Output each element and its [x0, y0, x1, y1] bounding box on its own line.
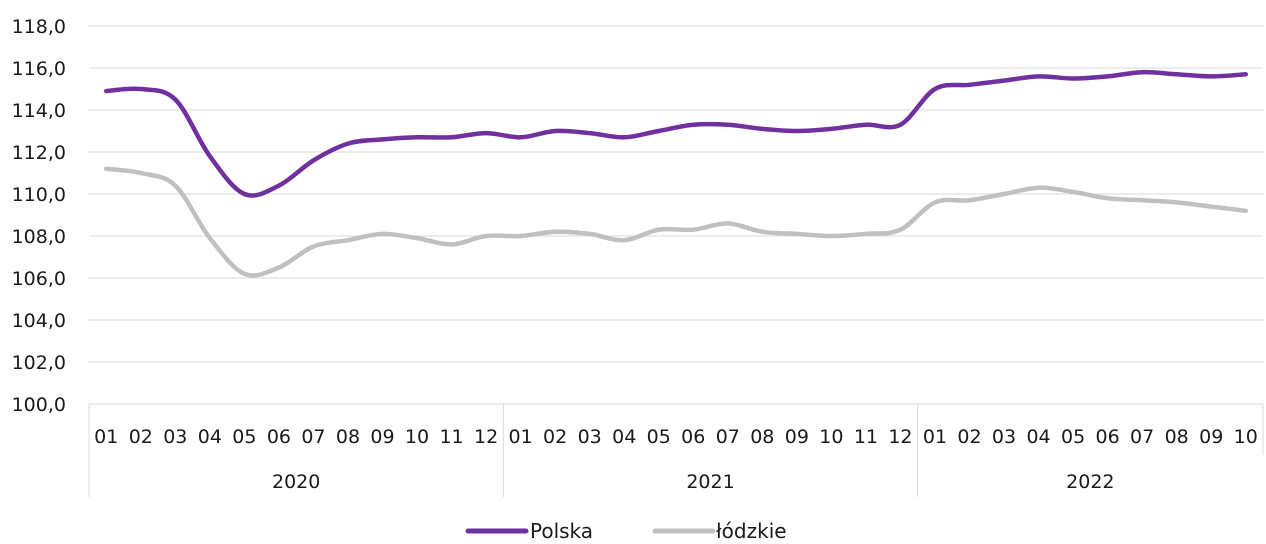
series-lines	[104, 69, 1248, 278]
x-tick-label: 04	[198, 426, 222, 448]
x-tick-label: 01	[923, 426, 947, 448]
x-tick-label: 03	[578, 426, 602, 448]
x-tick-label: 08	[1165, 426, 1189, 448]
y-tick-label: 104,0	[12, 310, 66, 332]
y-tick-label: 102,0	[12, 352, 66, 374]
series-line-dzkie	[104, 166, 1248, 278]
x-tick-label: 11	[854, 426, 878, 448]
x-tick-label: 07	[716, 426, 740, 448]
x-tick-label: 07	[301, 426, 325, 448]
x-tick-label: 02	[957, 426, 981, 448]
x-tick-label: 08	[750, 426, 774, 448]
x-tick-label: 12	[888, 426, 912, 448]
y-tick-label: 106,0	[12, 268, 66, 290]
x-tick-label: 05	[232, 426, 256, 448]
x-tick-label: 04	[1026, 426, 1050, 448]
x-tick-label: 01	[94, 426, 118, 448]
y-tick-label: 114,0	[12, 100, 66, 122]
x-tick-label: 07	[1130, 426, 1154, 448]
y-axis: 100,0 102,0 104,0 106,0 108,0 110,0 112,0 114,0…	[12, 16, 66, 416]
y-tick-label: 112,0	[12, 142, 66, 164]
x-tick-label: 08	[336, 426, 360, 448]
x-tick-label: 02	[543, 426, 567, 448]
x-tick-label: 02	[129, 426, 153, 448]
y-tick-label: 100,0	[12, 394, 66, 416]
x-tick-label: 10	[1234, 426, 1258, 448]
x-tick-label: 06	[267, 426, 291, 448]
x-tick-label: 12	[474, 426, 498, 448]
x-tick-label: 06	[1096, 426, 1120, 448]
x-tick-label: 10	[819, 426, 843, 448]
x-tick-label: 09	[785, 426, 809, 448]
y-tick-label: 108,0	[12, 226, 66, 248]
gridlines	[89, 25, 1263, 363]
x-tick-label: 10	[405, 426, 429, 448]
x-tick-label: 04	[612, 426, 636, 448]
y-tick-label: 110,0	[12, 184, 66, 206]
x-tick-label: 06	[681, 426, 705, 448]
year-label: 2020	[272, 471, 320, 493]
legend-label: Polska	[530, 519, 593, 540]
x-tick-label: 09	[1199, 426, 1223, 448]
x-tick-label: 05	[647, 426, 671, 448]
x-tick-label: 03	[992, 426, 1016, 448]
x-axis: 01 02 03 04 05 06 07 08 09 10 11 12 01 02 03 04 05 06 07 08…	[88, 403, 1264, 497]
year-label: 2021	[686, 471, 734, 493]
series-line-polska	[104, 69, 1248, 198]
x-tick-label: 01	[509, 426, 533, 448]
year-label: 2022	[1066, 471, 1114, 493]
x-tick-label: 05	[1061, 426, 1085, 448]
y-tick-label: 118,0	[12, 16, 66, 38]
x-tick-label: 03	[163, 426, 187, 448]
x-tick-label: 11	[439, 426, 463, 448]
legend: Polska łódzkie	[465, 519, 787, 543]
x-tick-label: 09	[370, 426, 394, 448]
legend-label: łódzkie	[716, 519, 787, 540]
y-tick-label: 116,0	[12, 58, 66, 80]
